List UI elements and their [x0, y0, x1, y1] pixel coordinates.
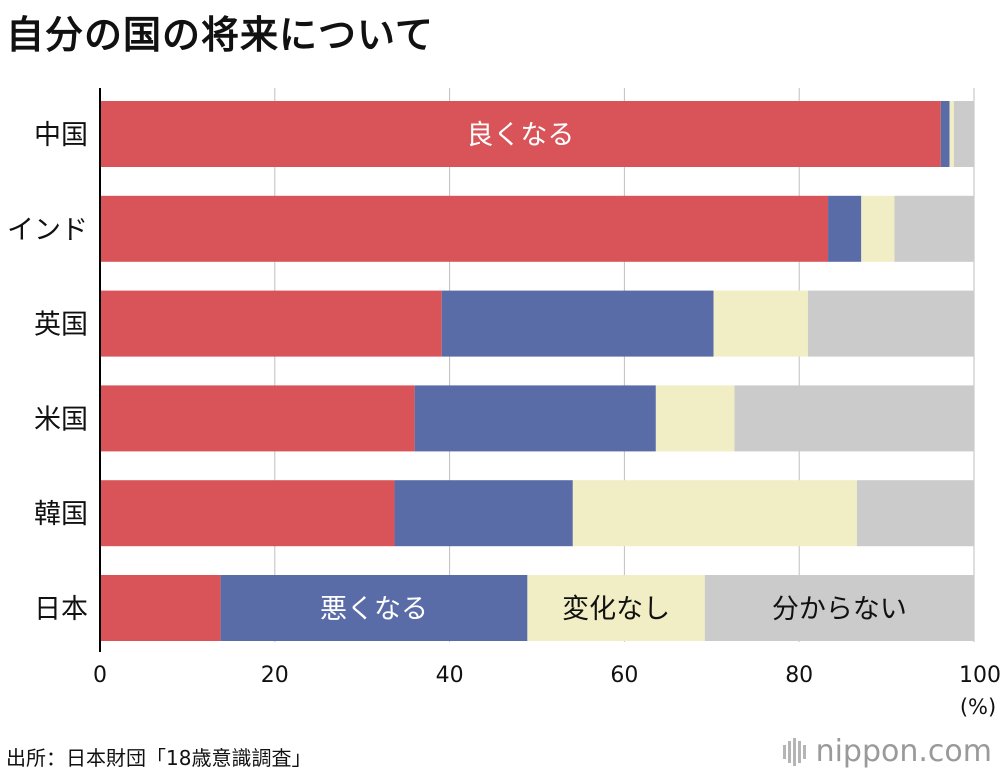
bar-segment — [953, 101, 974, 167]
bar-segment — [220, 575, 528, 641]
x-tick-label: 100 — [959, 663, 1000, 688]
category-label: 英国 — [34, 310, 88, 341]
bar-segment — [856, 480, 974, 547]
chart-title: 自分の国の将来について — [6, 13, 434, 57]
series-label: 変化なし — [562, 594, 670, 625]
bar-segment — [655, 385, 735, 452]
nippon-logo: nippon.com — [782, 734, 992, 769]
x-tick-label: 0 — [93, 663, 107, 688]
bars-layer — [100, 101, 974, 641]
grid-layer — [274, 88, 975, 642]
bar-segment — [414, 385, 656, 452]
logo-text: nippon.com — [815, 734, 992, 769]
bar-segment — [441, 290, 714, 357]
bar-segment — [894, 195, 974, 262]
bar-segment — [704, 575, 974, 641]
category-label: 米国 — [34, 404, 88, 435]
bar-segment — [861, 195, 895, 262]
bar-segment — [100, 195, 829, 262]
bar-segment — [940, 101, 950, 167]
x-tick-label: 40 — [436, 663, 464, 688]
bar-segment — [100, 385, 415, 452]
x-tick-label: 60 — [610, 663, 638, 688]
bar-segment — [100, 101, 941, 167]
series-label: 良くなる — [466, 120, 574, 151]
category-label: 中国 — [34, 120, 88, 151]
x-tick-label: 80 — [785, 663, 813, 688]
bar-segment — [394, 480, 573, 547]
category-label: インド — [7, 215, 88, 246]
bar-segment — [100, 480, 395, 547]
category-label: 日本 — [34, 594, 88, 625]
bar-segment — [807, 290, 974, 357]
bar-segment — [100, 290, 442, 357]
bar-segment — [527, 575, 705, 641]
x-tick-label: 20 — [261, 663, 289, 688]
bar-segment — [100, 575, 221, 641]
logo-bars-icon — [782, 737, 808, 766]
category-label: 韓国 — [34, 499, 88, 530]
bar-segment — [734, 385, 974, 452]
bar-segment — [949, 101, 954, 167]
series-label: 分からない — [772, 594, 907, 625]
bar-segment — [572, 480, 857, 547]
source-note: 出所：日本財団「18歳意識調査」 — [6, 746, 312, 770]
bar-segment — [713, 290, 808, 357]
bar-segment — [828, 195, 862, 262]
axis-layer: 0 20 40 60 80 100 (%) — [93, 88, 1000, 719]
x-unit-label: (%) — [960, 695, 996, 719]
series-label: 悪くなる — [320, 594, 428, 625]
